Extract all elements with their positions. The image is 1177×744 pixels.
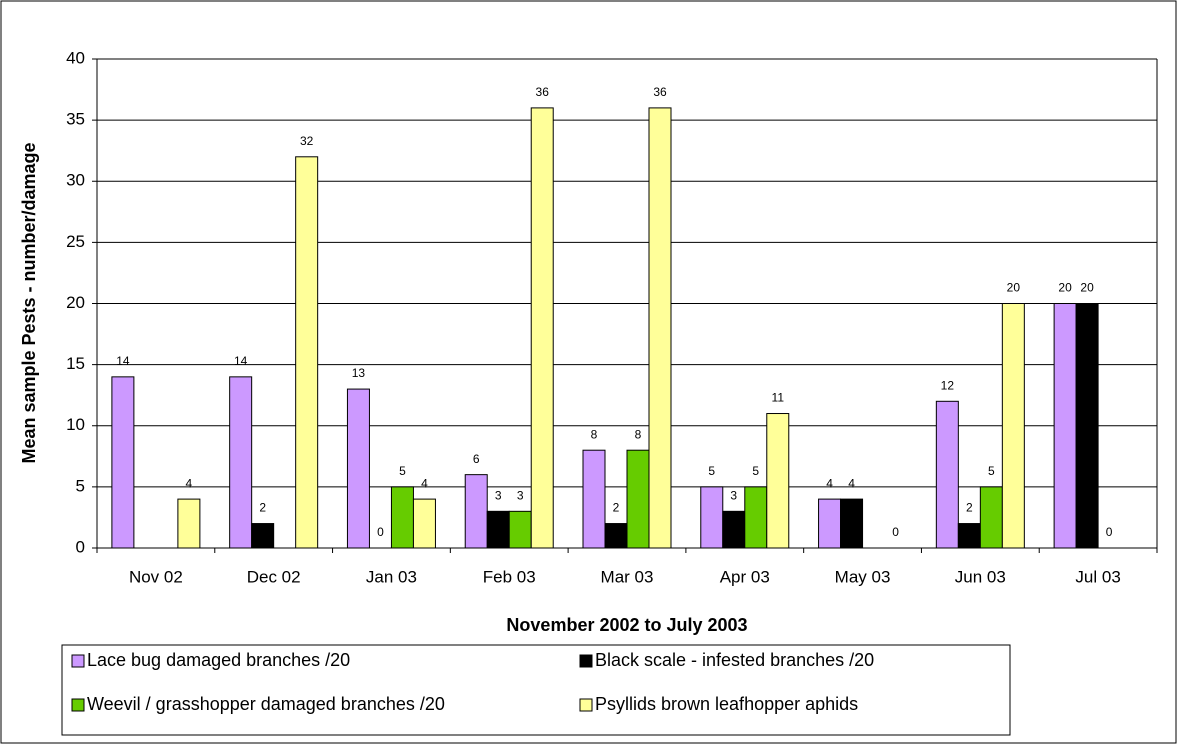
- y-tick-label: 25: [66, 232, 85, 251]
- bar: [957, 523, 981, 549]
- y-tick-label: 10: [66, 415, 85, 434]
- y-tick-label: 5: [76, 476, 85, 495]
- x-tick-label: May 03: [835, 567, 891, 586]
- bar: [346, 388, 370, 549]
- data-label: 36: [536, 85, 550, 99]
- bar: [508, 510, 532, 549]
- data-label: 20: [1080, 281, 1094, 295]
- bar: [177, 498, 201, 549]
- legend-label: Psyllids brown leafhopper aphids: [595, 694, 858, 714]
- legend-label: Lace bug damaged branches /20: [87, 650, 350, 670]
- legend-swatch: [71, 654, 85, 668]
- y-tick-label: 40: [66, 48, 85, 67]
- bar: [626, 449, 650, 549]
- bar: [840, 498, 864, 549]
- data-label: 4: [421, 476, 428, 490]
- data-label: 3: [730, 488, 737, 502]
- data-label: 20: [1058, 281, 1072, 295]
- data-label: 4: [826, 476, 833, 490]
- data-label: 4: [848, 476, 855, 490]
- data-label: 5: [708, 464, 715, 478]
- data-label: 3: [495, 488, 502, 502]
- bar: [700, 486, 724, 549]
- bar: [979, 486, 1003, 549]
- bar: [1075, 303, 1099, 549]
- bar: [744, 486, 768, 549]
- bar: [251, 523, 275, 549]
- data-label: 2: [259, 501, 266, 515]
- x-tick-label: Jun 03: [955, 567, 1006, 586]
- y-axis-title: Mean sample Pests - number/damage: [19, 142, 39, 463]
- data-label: 8: [635, 427, 642, 441]
- data-label: 20: [1007, 281, 1021, 295]
- x-tick-label: Jul 03: [1075, 567, 1120, 586]
- data-label: 13: [352, 366, 366, 380]
- legend-box: [61, 644, 1011, 736]
- x-axis-title: November 2002 to July 2003: [506, 615, 747, 635]
- legend-label: Black scale - infested branches /20: [595, 650, 874, 670]
- legend-label: Weevil / grasshopper damaged branches /2…: [87, 694, 445, 714]
- y-tick-label: 20: [66, 293, 85, 312]
- bar: [111, 376, 135, 549]
- x-tick-label: Nov 02: [129, 567, 183, 586]
- data-label: 4: [186, 476, 193, 490]
- data-label: 6: [473, 452, 480, 466]
- legend-swatch: [579, 654, 593, 668]
- bar: [604, 523, 628, 549]
- x-tick-label: Mar 03: [601, 567, 654, 586]
- bar: [1053, 303, 1077, 549]
- data-label: 8: [591, 427, 598, 441]
- bar: [295, 156, 319, 549]
- data-label: 12: [941, 378, 955, 392]
- x-tick-label: Apr 03: [720, 567, 770, 586]
- data-label: 0: [377, 525, 384, 539]
- data-label: 11: [772, 391, 785, 405]
- y-tick-label: 0: [76, 537, 85, 556]
- data-label: 0: [1106, 525, 1113, 539]
- data-label: 5: [752, 464, 759, 478]
- bar: [229, 376, 253, 549]
- bar: [530, 107, 554, 549]
- legend-swatch: [71, 698, 85, 712]
- y-tick-label: 35: [66, 110, 85, 129]
- x-tick-label: Feb 03: [483, 567, 536, 586]
- bar: [582, 449, 606, 549]
- x-tick-label: Dec 02: [247, 567, 301, 586]
- y-tick-label: 30: [66, 171, 85, 190]
- bar: [486, 510, 510, 549]
- bar: [766, 413, 790, 549]
- x-tick-label: Jan 03: [366, 567, 417, 586]
- bar: [412, 498, 436, 549]
- data-label: 3: [517, 488, 524, 502]
- bar: [648, 107, 672, 549]
- legend-swatch: [579, 698, 593, 712]
- data-label: 5: [399, 464, 406, 478]
- bar: [818, 498, 842, 549]
- data-label: 2: [966, 501, 973, 515]
- bar: [1001, 303, 1025, 549]
- data-label: 14: [234, 354, 248, 368]
- bar: [935, 400, 959, 549]
- data-label: 5: [988, 464, 995, 478]
- data-label: 32: [300, 134, 314, 148]
- bar: [464, 474, 488, 549]
- data-label: 36: [653, 85, 667, 99]
- data-label: 2: [613, 501, 620, 515]
- y-tick-label: 15: [66, 354, 85, 373]
- data-label: 0: [892, 525, 899, 539]
- bar: [722, 510, 746, 549]
- data-label: 14: [116, 354, 130, 368]
- bar: [390, 486, 414, 549]
